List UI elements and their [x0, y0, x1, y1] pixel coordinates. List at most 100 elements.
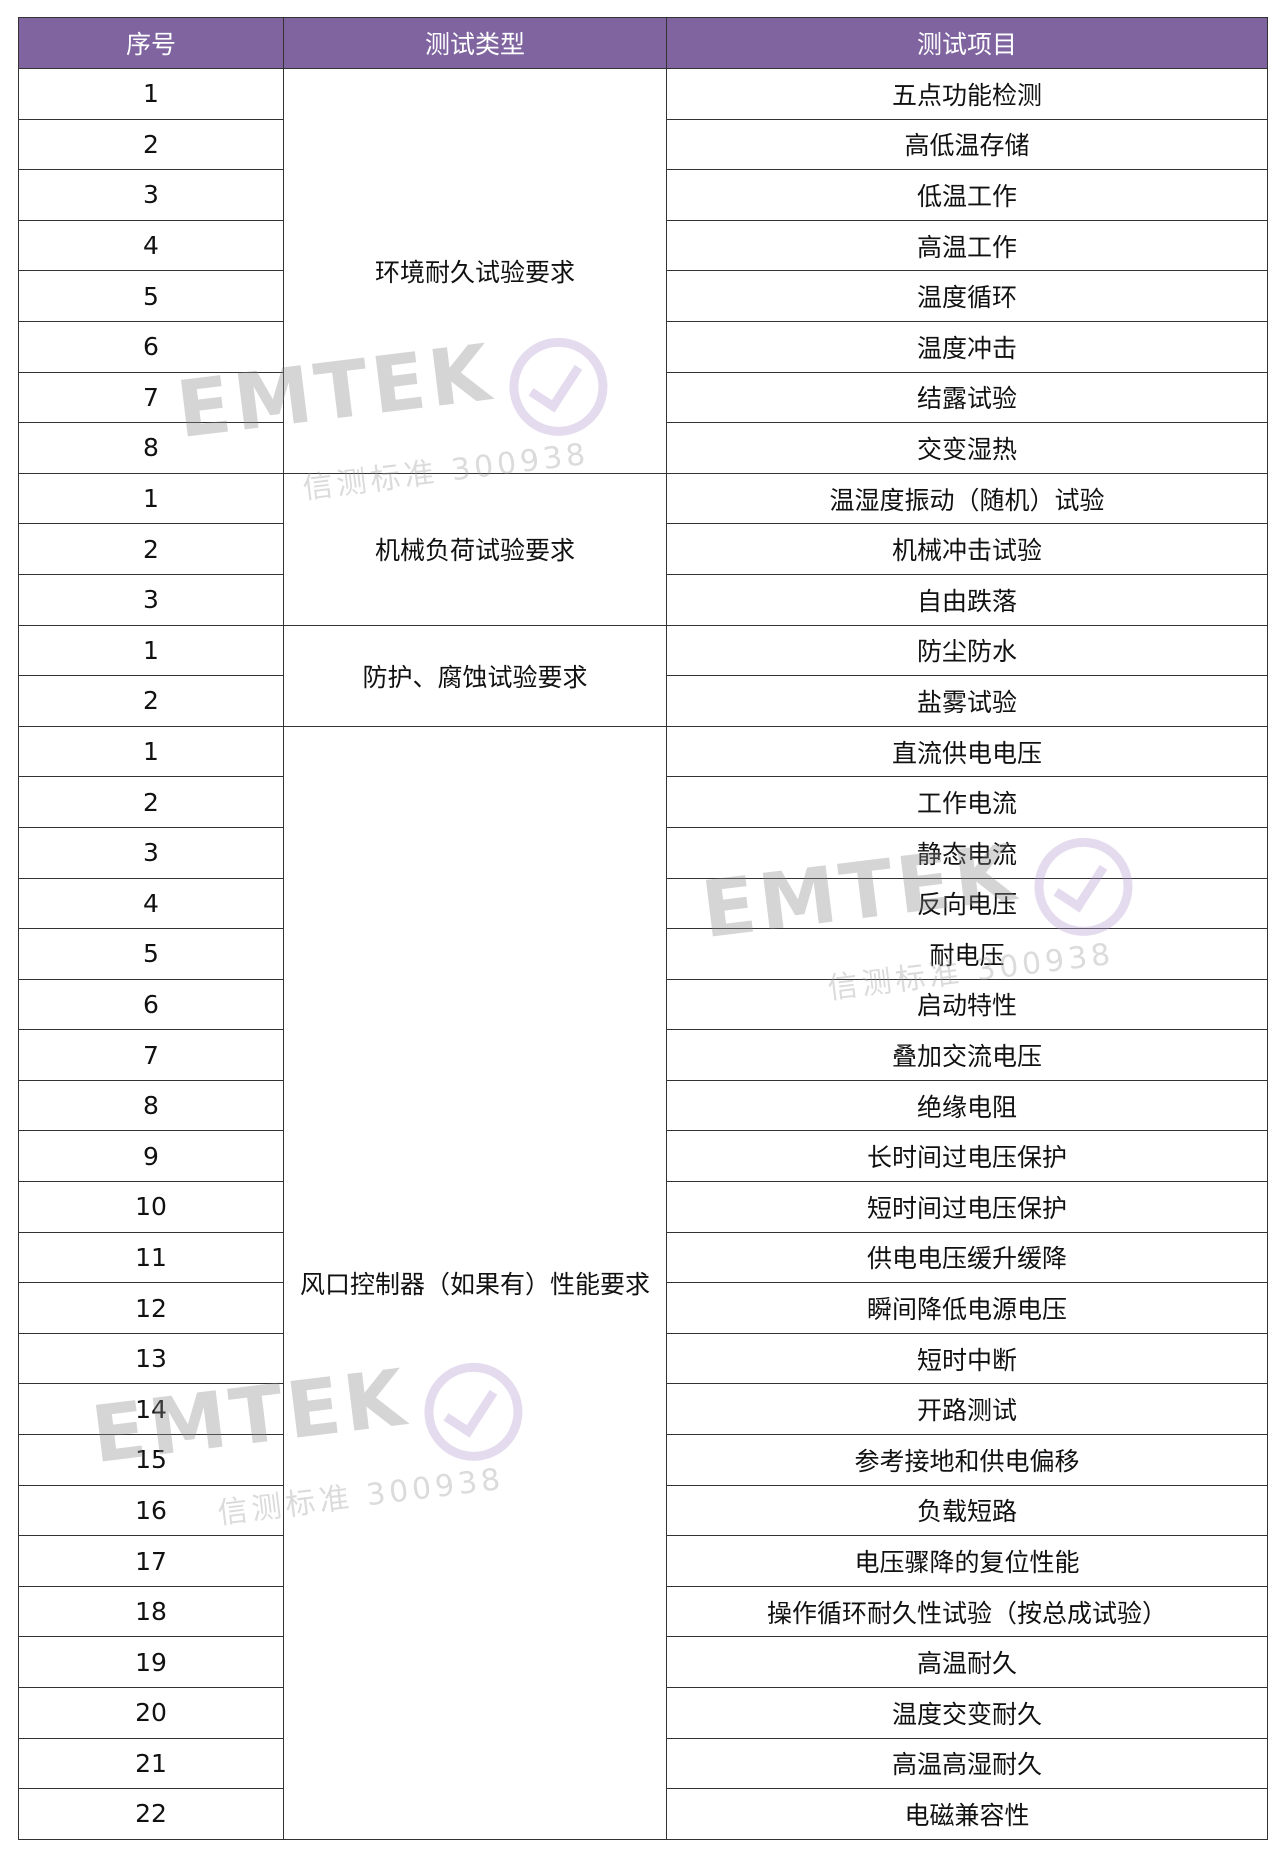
table-row: 4 高温工作	[18, 219, 1268, 272]
table-row: 1 机械负荷试验要求 温湿度振动（随机）试验	[18, 472, 1268, 626]
serial-cell: 8	[18, 422, 284, 474]
table-row: 17 电压骤降的复位性能	[18, 1535, 1268, 1587]
serial-cell: 4	[18, 877, 284, 930]
serial-cell: 2	[18, 776, 284, 828]
serial-cell: 7	[18, 371, 284, 424]
serial-cell: 19	[18, 1636, 284, 1688]
test-item-cell: 耐电压	[666, 928, 1268, 980]
test-items-table: 序号 测试类型 测试项目 1 环境耐久试验要求 五点功能检测 2 高低温存储 3 低温工作 4…	[18, 17, 1268, 1840]
serial-cell: 1	[18, 725, 284, 778]
test-item-cell: 工作电流	[666, 776, 1268, 828]
test-type-cell: 风口控制器（如果有）性能要求	[283, 725, 667, 1840]
test-item-cell: 温度冲击	[666, 320, 1268, 373]
test-item-cell: 负载短路	[666, 1484, 1268, 1537]
table-row: 2 高低温存储	[18, 118, 1268, 171]
test-item-cell: 绝缘电阻	[666, 1079, 1268, 1132]
serial-cell: 5	[18, 928, 284, 980]
table-row: 15 参考接地和供电偏移	[18, 1434, 1268, 1486]
table-row: 9 长时间过电压保护	[18, 1130, 1268, 1183]
serial-cell: 2	[18, 675, 284, 727]
serial-cell: 22	[18, 1788, 284, 1840]
test-item-cell: 高温工作	[666, 219, 1268, 272]
serial-cell: 2	[18, 523, 284, 575]
table-row: 1 环境耐久试验要求 五点功能检测	[18, 68, 1268, 474]
test-type-cell: 防护、腐蚀试验要求	[283, 624, 667, 727]
table-row: 3 低温工作	[18, 169, 1268, 221]
serial-cell: 3	[18, 573, 284, 626]
serial-cell: 2	[18, 118, 284, 171]
serial-cell: 1	[18, 68, 284, 120]
table-row: 20 温度交变耐久	[18, 1687, 1268, 1739]
test-item-cell: 供电电压缓升缓降	[666, 1231, 1268, 1284]
test-item-cell: 静态电流	[666, 826, 1268, 879]
test-item-cell: 瞬间降低电源电压	[666, 1282, 1268, 1334]
header-serial: 序号	[18, 17, 284, 69]
serial-cell: 17	[18, 1535, 284, 1587]
table-row: 6 启动特性	[18, 978, 1268, 1031]
test-item-cell: 盐雾试验	[666, 675, 1268, 727]
table-row: 16 负载短路	[18, 1484, 1268, 1537]
serial-cell: 3	[18, 169, 284, 221]
test-item-cell: 参考接地和供电偏移	[666, 1434, 1268, 1486]
test-item-cell: 叠加交流电压	[666, 1029, 1268, 1081]
table-header-row: 序号 测试类型 测试项目	[18, 17, 1268, 69]
table-row: 5 耐电压	[18, 928, 1268, 980]
table-row: 10 短时间过电压保护	[18, 1181, 1268, 1233]
test-item-cell: 高温高湿耐久	[666, 1737, 1268, 1790]
table-row: 2 盐雾试验	[18, 675, 1268, 727]
test-type-cell: 机械负荷试验要求	[283, 472, 667, 626]
table-row: 13 短时中断	[18, 1332, 1268, 1385]
test-item-cell: 低温工作	[666, 169, 1268, 221]
test-item-cell: 直流供电电压	[666, 725, 1268, 778]
table-row: 4 反向电压	[18, 877, 1268, 930]
test-item-cell: 短时中断	[666, 1332, 1268, 1385]
test-item-cell: 长时间过电压保护	[666, 1130, 1268, 1183]
test-item-cell: 温度交变耐久	[666, 1687, 1268, 1739]
header-test-type: 测试类型	[283, 17, 667, 69]
table-row: 1 防护、腐蚀试验要求 防尘防水	[18, 624, 1268, 727]
serial-cell: 18	[18, 1585, 284, 1638]
serial-cell: 3	[18, 826, 284, 879]
serial-cell: 9	[18, 1130, 284, 1183]
test-item-cell: 高温耐久	[666, 1636, 1268, 1688]
serial-cell: 4	[18, 219, 284, 272]
test-item-cell: 启动特性	[666, 978, 1268, 1031]
serial-cell: 6	[18, 978, 284, 1031]
test-item-cell: 自由跌落	[666, 573, 1268, 626]
test-item-cell: 反向电压	[666, 877, 1268, 930]
serial-cell: 15	[18, 1434, 284, 1486]
serial-cell: 1	[18, 624, 284, 677]
table-row: 19 高温耐久	[18, 1636, 1268, 1688]
test-item-cell: 温湿度振动（随机）试验	[666, 472, 1268, 525]
serial-cell: 8	[18, 1079, 284, 1132]
serial-cell: 20	[18, 1687, 284, 1739]
test-item-cell: 短时间过电压保护	[666, 1181, 1268, 1233]
test-item-cell: 温度循环	[666, 270, 1268, 322]
test-item-cell: 防尘防水	[666, 624, 1268, 677]
table-row: 2 机械冲击试验	[18, 523, 1268, 575]
table-row: 22 电磁兼容性	[18, 1788, 1268, 1840]
test-item-cell: 高低温存储	[666, 118, 1268, 171]
test-item-cell: 操作循环耐久性试验（按总成试验）	[666, 1585, 1268, 1638]
table-row: 14 开路测试	[18, 1383, 1268, 1436]
table-row: 8 绝缘电阻	[18, 1079, 1268, 1132]
table-row: 1 风口控制器（如果有）性能要求 直流供电电压	[18, 725, 1268, 1840]
serial-cell: 16	[18, 1484, 284, 1537]
table-row: 3 自由跌落	[18, 573, 1268, 626]
table-row: 21 高温高湿耐久	[18, 1737, 1268, 1790]
serial-cell: 5	[18, 270, 284, 322]
serial-cell: 6	[18, 320, 284, 373]
serial-cell: 1	[18, 472, 284, 525]
table-row: 7 结露试验	[18, 371, 1268, 424]
test-item-cell: 结露试验	[666, 371, 1268, 424]
table-row: 2 工作电流	[18, 776, 1268, 828]
serial-cell: 11	[18, 1231, 284, 1284]
serial-cell: 10	[18, 1181, 284, 1233]
serial-cell: 7	[18, 1029, 284, 1081]
serial-cell: 21	[18, 1737, 284, 1790]
test-type-cell: 环境耐久试验要求	[283, 68, 667, 474]
table-row: 8 交变湿热	[18, 422, 1268, 474]
header-test-item: 测试项目	[666, 17, 1268, 69]
test-item-cell: 交变湿热	[666, 422, 1268, 474]
table-row: 3 静态电流	[18, 826, 1268, 879]
